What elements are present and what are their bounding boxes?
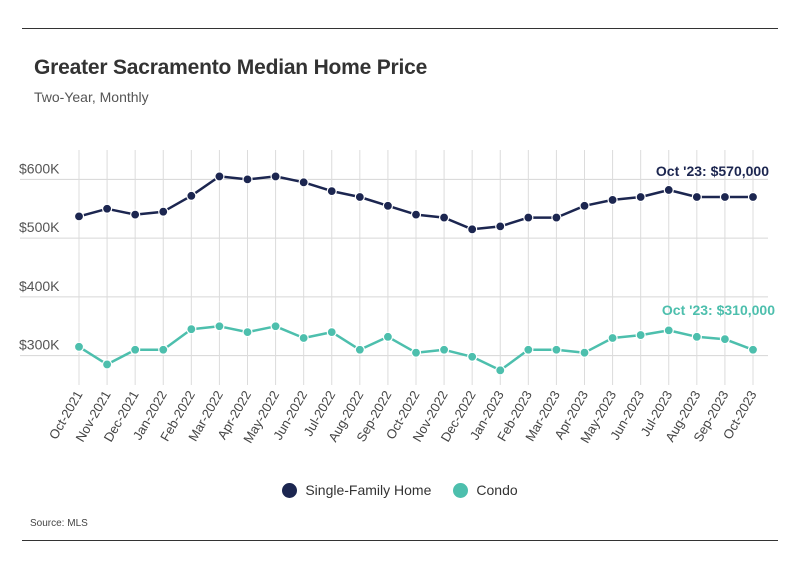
data-point: [495, 365, 506, 376]
y-tick-label: $500K: [19, 219, 60, 235]
data-point: [663, 325, 674, 336]
data-point: [242, 327, 253, 338]
legend-item-single-family: Single-Family Home: [282, 482, 431, 498]
legend-marker-condo: [453, 482, 469, 498]
data-point: [101, 203, 113, 214]
data-point: [73, 211, 85, 222]
data-point: [214, 171, 225, 182]
data-point: [438, 212, 450, 223]
data-point: [73, 341, 85, 352]
data-point: [298, 177, 309, 188]
data-point: [607, 194, 618, 206]
bottom-rule: [22, 540, 778, 541]
data-point: [158, 344, 169, 355]
data-point: [467, 351, 478, 362]
data-point: [242, 174, 253, 185]
page-subtitle: Two-Year, Monthly: [34, 89, 149, 105]
annotation-single-family: Oct '23: $570,000: [656, 163, 769, 179]
data-point: [691, 331, 702, 342]
data-point: [523, 344, 534, 355]
y-tick-label: $600K: [19, 160, 60, 176]
data-point: [410, 209, 422, 220]
data-point: [326, 186, 337, 197]
top-rule: [22, 28, 778, 29]
legend: Single-Family Home Condo: [0, 480, 800, 500]
data-point: [354, 191, 365, 203]
data-point: [579, 347, 590, 358]
page-title: Greater Sacramento Median Home Price: [34, 56, 428, 79]
data-point: [635, 329, 646, 341]
legend-marker-single-family: [282, 482, 298, 498]
data-point: [270, 171, 281, 182]
data-point: [130, 209, 141, 220]
data-point: [382, 331, 394, 342]
data-point: [101, 359, 113, 370]
legend-label-condo: Condo: [476, 482, 518, 498]
data-point: [298, 332, 309, 344]
data-point: [186, 324, 197, 335]
source-note: Source: MLS: [30, 518, 88, 529]
annotation-condo: Oct '23: $310,000: [662, 302, 775, 318]
data-point: [523, 212, 534, 223]
data-point: [719, 334, 731, 345]
data-point: [410, 347, 422, 358]
data-point: [270, 321, 281, 332]
data-point: [635, 191, 646, 203]
data-point: [130, 344, 141, 355]
data-point: [382, 200, 394, 211]
data-point: [579, 200, 590, 211]
data-point: [326, 327, 337, 338]
data-point: [438, 344, 450, 355]
data-point: [551, 212, 562, 223]
data-point: [467, 224, 478, 235]
data-point: [747, 344, 759, 355]
data-point: [495, 221, 506, 232]
data-point: [214, 321, 225, 332]
data-point: [551, 344, 562, 355]
data-point: [691, 191, 702, 203]
y-tick-label: $400K: [19, 278, 60, 294]
data-point: [747, 191, 759, 203]
legend-label-single-family: Single-Family Home: [305, 482, 432, 498]
data-point: [158, 206, 169, 217]
y-tick-label: $300K: [19, 337, 60, 353]
data-point: [719, 191, 731, 203]
data-point: [186, 190, 197, 201]
data-point: [663, 184, 674, 196]
data-point: [607, 332, 618, 344]
legend-item-condo: Condo: [453, 482, 518, 498]
data-point: [354, 344, 365, 355]
